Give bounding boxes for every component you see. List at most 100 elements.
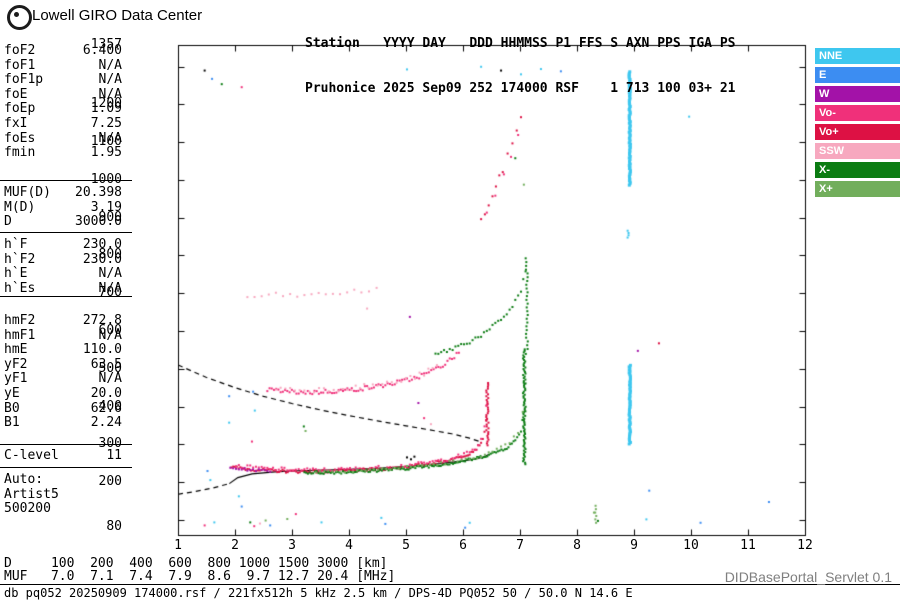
param-row: 500200 xyxy=(4,501,122,517)
param-label: foF1 xyxy=(4,57,36,73)
x-tick-label: 2 xyxy=(231,538,239,553)
param-row: foEp 1.09 xyxy=(4,102,122,117)
param-value: N/A xyxy=(98,327,122,343)
x-tick-label: 7 xyxy=(516,538,524,553)
param-value: 3000.0 xyxy=(75,214,122,230)
param-group: foF2 6.400 foF1 N/A foF1p N/A foE N/A foEp 1.09 fx… xyxy=(4,43,122,161)
param-row: hmF1 N/A xyxy=(4,327,122,344)
y-tick-label: 80 xyxy=(106,519,122,535)
lowell-giro-logo-icon xyxy=(7,5,32,30)
param-value: N/A xyxy=(98,280,122,296)
param-value: N/A xyxy=(98,130,122,146)
parameter-panel: foF2 6.400 foF1 N/A foF1p N/A foE N/A foEp 1.09 fx… xyxy=(0,0,132,600)
y-tick-label: 600 xyxy=(98,322,122,338)
measurement-file-info: db pq052 20250909 174000.rsf / 221fx512h… xyxy=(4,586,633,600)
panel-divider xyxy=(0,296,132,297)
muf-distance-table: D 100 200 400 600 800 1000 1500 3000 [km… xyxy=(4,556,396,584)
param-row: yF1 N/A xyxy=(4,372,122,387)
param-value: 1.09 xyxy=(90,101,122,117)
x-tick-label: 4 xyxy=(345,538,353,553)
y-tick-label: 1100 xyxy=(90,134,122,150)
param-value: N/A xyxy=(98,57,122,73)
param-label: hmF1 xyxy=(4,327,36,343)
y-tick-label: 700 xyxy=(98,285,122,301)
param-row: hmF2 272.8 xyxy=(4,313,122,329)
param-value: 6.400 xyxy=(82,43,122,58)
param-row: D 3000.0 xyxy=(4,214,122,230)
footer-divider xyxy=(0,584,900,585)
param-row: foE N/A xyxy=(4,86,122,103)
y-tick-label: 500 xyxy=(98,360,122,376)
y-tick-label: 900 xyxy=(98,209,122,225)
param-row: h`E N/A xyxy=(4,266,122,282)
y-tick-label: 300 xyxy=(98,436,122,452)
panel-divider xyxy=(0,444,132,445)
param-group: MUF(D) 20.398 M(D) 3.19 D 3000.0 xyxy=(4,185,122,230)
param-label: fmin xyxy=(4,145,36,161)
param-row: Artist5 xyxy=(4,486,122,503)
y-tick-label: 1357 xyxy=(90,37,122,52)
legend-item-nne: NNE xyxy=(815,48,900,64)
param-row: MUF(D) 20.398 xyxy=(4,185,122,201)
y-tick-label: 200 xyxy=(98,474,122,490)
legend-item-vo: Vo- xyxy=(815,105,900,121)
param-value: 20.0 xyxy=(90,385,122,401)
param-value: N/A xyxy=(98,371,122,387)
y-tick-label: 800 xyxy=(98,247,122,263)
x-tick-label: 3 xyxy=(288,538,296,553)
param-label: h`E xyxy=(4,266,28,282)
legend-item-vo: Vo+ xyxy=(815,124,900,140)
param-row: M(D) 3.19 xyxy=(4,200,122,216)
param-row: Auto: xyxy=(4,472,122,488)
param-label: h`F2 xyxy=(4,251,36,267)
legend-item-w: W xyxy=(815,86,900,102)
param-value: 63.5 xyxy=(90,356,122,372)
param-row: h`Es N/A xyxy=(4,280,122,297)
x-tick-label: 12 xyxy=(797,538,813,553)
x-tick-label: 1 xyxy=(174,538,182,553)
y-tick-label: 1000 xyxy=(90,171,122,187)
param-label: h`Es xyxy=(4,280,36,296)
legend-item-x: X- xyxy=(815,162,900,178)
param-row: B0 62.6 xyxy=(4,400,122,417)
param-value: 230.0 xyxy=(82,251,122,267)
param-value: 1.95 xyxy=(90,145,122,161)
param-value: 20.398 xyxy=(75,185,122,200)
param-label: yE xyxy=(4,385,20,401)
param-value: N/A xyxy=(98,266,122,282)
param-value: 62.6 xyxy=(90,400,122,416)
param-row: fxI 7.25 xyxy=(4,115,122,132)
param-label: yF2 xyxy=(4,356,28,372)
param-label: yF1 xyxy=(4,371,28,387)
panel-divider xyxy=(0,232,132,233)
legend-item-e: E xyxy=(815,67,900,83)
x-tick-label: 5 xyxy=(402,538,410,553)
param-label: Artist5 xyxy=(4,486,59,502)
param-label: D xyxy=(4,214,12,230)
param-value: 2.24 xyxy=(90,415,122,431)
param-label: MUF(D) xyxy=(4,185,51,200)
station-header-fields: Station YYYY DAY DDD HHMMSS P1 FFS S AXN… xyxy=(305,36,736,51)
station-header-values: Pruhonice 2025 Sep09 252 174000 RSF 1 71… xyxy=(305,81,736,96)
x-tick-label: 8 xyxy=(573,538,581,553)
legend-item-x: X+ xyxy=(815,181,900,197)
y-tick-label: 400 xyxy=(98,398,122,414)
param-label: fxI xyxy=(4,115,28,131)
param-row: B1 2.24 xyxy=(4,415,122,431)
panel-divider xyxy=(0,180,132,181)
x-tick-label: 10 xyxy=(683,538,699,553)
param-group: hmF2 272.8 hmF1 N/A hmE 110.0 yF2 63.5 yF1 N/A yE 2… xyxy=(4,313,122,431)
param-row: foF1p N/A xyxy=(4,72,122,88)
page-title: Lowell GIRO Data Center xyxy=(32,7,203,24)
param-label: h`F xyxy=(4,237,28,252)
param-label: Auto: xyxy=(4,472,44,487)
param-group: C-level 11 xyxy=(4,448,122,464)
param-label: foE xyxy=(4,86,28,102)
param-label: B0 xyxy=(4,400,20,416)
param-label: foF2 xyxy=(4,43,36,58)
x-tick-label: 11 xyxy=(740,538,756,553)
param-label: B1 xyxy=(4,415,20,431)
param-value: 272.8 xyxy=(82,313,122,328)
